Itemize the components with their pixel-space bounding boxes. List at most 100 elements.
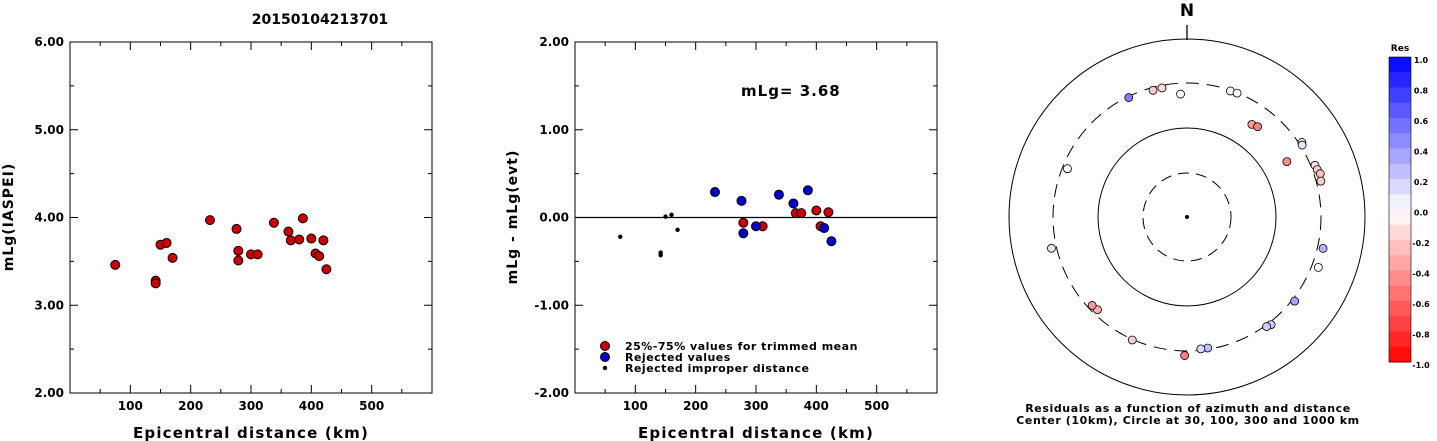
north-label: N xyxy=(1180,1,1194,21)
station-residual-point xyxy=(1318,244,1328,253)
magnitude-data-point xyxy=(110,259,121,270)
station-residual-point xyxy=(1313,263,1323,272)
residual-data-point xyxy=(738,228,749,239)
colorbar-cell xyxy=(1389,87,1411,104)
legend-label: 25%-75% values for trimmed mean xyxy=(625,340,858,353)
magnitude-data-point xyxy=(318,235,329,246)
colorbar-cell xyxy=(1389,163,1411,180)
magnitude-x-tick-label: 200 xyxy=(178,399,203,413)
legend-marker xyxy=(600,352,610,362)
residual-legend: 25%-75% values for trimmed meanRejected … xyxy=(600,340,858,375)
legend-label: Rejected improper distance xyxy=(625,362,809,375)
residual-x-tick-label: 200 xyxy=(683,399,708,413)
station-residual-point xyxy=(1180,351,1189,360)
residual-x-tick-label: 400 xyxy=(804,399,829,413)
colorbar-tick-label: 0.8 xyxy=(1414,87,1429,96)
residual-data-point xyxy=(736,195,747,206)
residual-data-point xyxy=(823,207,834,218)
magnitude-y-tick-label: 6.00 xyxy=(34,35,64,49)
colorbar-cell xyxy=(1389,346,1411,363)
legend-marker xyxy=(602,365,608,371)
colorbar-cell xyxy=(1389,316,1411,332)
residual-data-point xyxy=(788,198,799,209)
magnitude-data-point xyxy=(167,252,178,263)
azimuth-panel: N Residuals as a function of azimuth and… xyxy=(1008,1,1366,427)
station-residual-point xyxy=(1316,176,1326,186)
colorbar-frame xyxy=(1388,56,1412,363)
residual-y-tick-label: 0.00 xyxy=(539,211,569,225)
mlg-annotation: mLg= 3.68 xyxy=(741,82,841,100)
colorbar-ticks: 1.0 0.8 0.6 0.4 0.2 0.0 -0.2 -0.4 -0.6 -0.8 -1.0 xyxy=(1412,56,1430,370)
magnitude-data-point xyxy=(321,264,332,275)
residual-colorbar: Res 1.0 0.8 0.6 0.4 0.2 0.0 -0.2 -0.4 -0.6 -0.8 -1… xyxy=(1388,44,1430,370)
magnitude-x-tick-label: 400 xyxy=(299,399,324,413)
azimuth-caption-line1: Residuals as a function of azimuth and d… xyxy=(1025,402,1351,415)
colorbar-tick-label: 0.0 xyxy=(1414,209,1429,218)
colorbar-cell xyxy=(1389,270,1411,287)
residual-data-point xyxy=(658,253,663,258)
residual-data-point xyxy=(826,236,837,247)
station-residual-point xyxy=(1196,344,1206,354)
residual-data-point xyxy=(773,189,784,200)
colorbar-cell xyxy=(1389,240,1411,256)
residual-data-point xyxy=(738,217,749,228)
station-residual-point xyxy=(1124,93,1134,102)
colorbar-cell xyxy=(1389,118,1411,134)
colorbar-cell xyxy=(1389,331,1411,348)
residual-data-point xyxy=(819,223,830,234)
residual-y-tick-label: 1.00 xyxy=(539,123,569,137)
magnitude-y-axis-label: mLg(IASPEI) xyxy=(1,163,17,272)
magnitude-x-tick-label: 300 xyxy=(238,399,263,413)
figure-title: 20150104213701 xyxy=(252,12,388,28)
magnitude-data-point xyxy=(233,245,244,256)
colorbar-tick-label: -0.6 xyxy=(1412,300,1430,309)
colorbar-tick-label: -0.2 xyxy=(1412,239,1430,248)
magnitude-y-tick-label: 5.00 xyxy=(34,123,64,137)
magnitude-data-point xyxy=(204,215,215,226)
station-residual-point xyxy=(1176,89,1185,99)
magnitude-x-tick-label: 100 xyxy=(118,399,143,413)
magnitude-data-point xyxy=(294,234,305,245)
legend-label: Rejected values xyxy=(625,351,731,364)
colorbar-cell xyxy=(1389,194,1411,210)
colorbar-cell xyxy=(1389,72,1411,88)
colorbar-cell xyxy=(1389,285,1411,302)
circle-30km xyxy=(1142,172,1232,262)
colorbar-cell xyxy=(1389,148,1411,165)
magnitude-data-point xyxy=(283,226,294,237)
station-residual-point xyxy=(1063,164,1072,174)
colorbar-cell xyxy=(1389,179,1411,195)
colorbar-cell xyxy=(1389,255,1411,271)
residual-points xyxy=(618,185,837,258)
magnitude-panel: 2.00 3.00 4.00 5.00 6.00 100 200 300 400 500 Epic… xyxy=(1,35,433,441)
residual-x-axis-label: Epicentral distance (km) xyxy=(638,424,874,441)
colorbar-tick-label: 0.2 xyxy=(1414,178,1428,187)
magnitude-y-tick-label: 2.00 xyxy=(34,386,64,400)
circle-1000km xyxy=(1008,38,1366,396)
colorbar-tick-label: 0.6 xyxy=(1414,117,1429,126)
legend-marker xyxy=(600,341,610,351)
station-residual-point xyxy=(1148,85,1158,95)
colorbar-cell xyxy=(1389,224,1411,241)
residual-y-axis-label: mLg - mLg(evt) xyxy=(505,150,521,285)
station-residual-point xyxy=(1232,88,1242,98)
magnitude-points xyxy=(110,213,332,289)
residual-y-tick-label: 2.00 xyxy=(539,35,569,49)
magnitude-axis-ticks: 2.00 3.00 4.00 5.00 6.00 100 200 300 400 500 xyxy=(34,35,432,413)
residual-data-point xyxy=(618,234,623,240)
station-residual-point xyxy=(1157,83,1167,93)
magnitude-data-point xyxy=(233,255,244,266)
colorbar-tick-label: -1.0 xyxy=(1412,361,1430,370)
residual-data-point xyxy=(709,187,720,198)
magnitude-data-point xyxy=(306,233,317,244)
residual-y-tick-label: -2.00 xyxy=(534,386,569,400)
colorbar-cell xyxy=(1389,209,1411,226)
colorbar-cells xyxy=(1388,56,1412,363)
station-residual-point xyxy=(1315,169,1325,179)
magnitude-data-point xyxy=(314,251,325,262)
magnitude-data-point xyxy=(231,223,242,234)
colorbar-tick-label: 1.0 xyxy=(1414,56,1429,65)
colorbar-cell xyxy=(1389,133,1411,149)
colorbar-cell xyxy=(1389,57,1411,73)
